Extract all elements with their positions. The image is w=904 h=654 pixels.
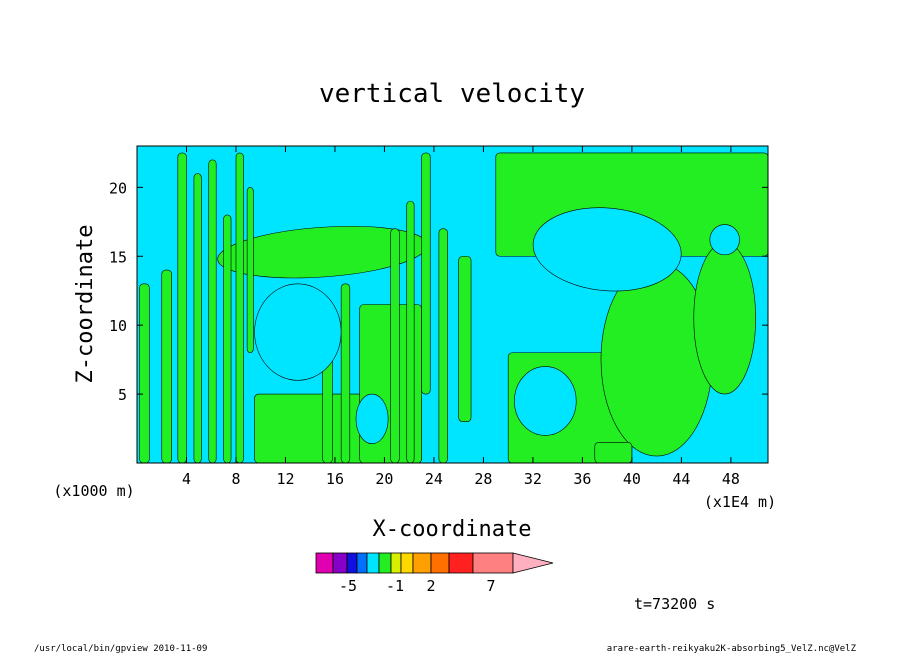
colorbar-segment — [378, 552, 392, 574]
footer-left: /usr/local/bin/gpview 2010-11-09 — [34, 644, 207, 654]
field-downdraft — [514, 366, 577, 436]
x-tick-label: 44 — [672, 470, 690, 488]
field-downdraft — [709, 224, 740, 256]
colorbar-segment — [472, 552, 514, 574]
colorbar-segment — [315, 552, 334, 574]
x-tick-label: 4 — [182, 470, 191, 488]
colorbar-segment — [356, 552, 368, 574]
x-tick-label: 28 — [474, 470, 492, 488]
x-tick-label: 48 — [722, 470, 740, 488]
colorbar-segment — [400, 552, 414, 574]
x-tick-label: 12 — [276, 470, 294, 488]
footer-right: arare-earth-reikyaku2K-absorbing5_VelZ.n… — [607, 644, 857, 654]
field-downdraft — [254, 283, 342, 381]
field-stripe — [340, 283, 351, 464]
y-tick-label: 20 — [109, 179, 127, 197]
colorbar-segment — [346, 552, 358, 574]
y-tick-label: 5 — [118, 386, 127, 404]
colorbar-segment — [430, 552, 450, 574]
field-stripe — [421, 152, 431, 395]
time-label: t=73200 s — [634, 595, 715, 613]
colorbar-segment — [332, 552, 348, 574]
x-axis-label: X-coordinate — [373, 517, 532, 542]
x-tick-label: 36 — [573, 470, 591, 488]
field-stripe — [139, 283, 150, 464]
y-axis-label: Z-coordinate — [73, 225, 98, 384]
z-unit-label: (x1000 m) — [53, 482, 134, 500]
x-tick-label: 8 — [231, 470, 240, 488]
chart-title: vertical velocity — [319, 79, 585, 109]
field-stripe — [406, 200, 415, 464]
field-stripe — [177, 152, 187, 464]
colorbar-segment — [448, 552, 474, 574]
field-stripe — [223, 214, 232, 464]
colorbar-segment — [412, 552, 432, 574]
x-tick-label: 16 — [326, 470, 344, 488]
field-stripe — [390, 228, 400, 464]
field-stripe — [458, 255, 472, 422]
colorbar-segment — [366, 552, 380, 574]
colorbar-tick-label: 2 — [426, 577, 435, 595]
colorbar-segment — [390, 552, 402, 574]
field-stripe — [438, 228, 448, 464]
x-unit-label: (x1E4 m) — [704, 493, 776, 511]
plot-area — [136, 145, 769, 464]
x-tick-label: 32 — [524, 470, 542, 488]
x-tick-label: 40 — [623, 470, 641, 488]
field-patch — [594, 442, 633, 464]
colorbar-tick-label: -1 — [386, 577, 404, 595]
field-downdraft — [355, 393, 389, 445]
field-downdraft — [532, 207, 682, 292]
field-stripe — [235, 152, 244, 464]
field-stripe — [208, 159, 217, 464]
x-tick-label: 24 — [425, 470, 443, 488]
x-tick-label: 20 — [375, 470, 393, 488]
plot-frame — [136, 145, 769, 464]
field-stripe — [193, 173, 202, 464]
field-stripe — [161, 269, 172, 464]
field-stripe — [246, 187, 254, 354]
y-ticks: 5 10 15 20 — [109, 179, 768, 404]
colorbar-tick-label: 7 — [486, 577, 495, 595]
colorbar-labels: -5 -1 2 7 — [339, 577, 496, 595]
colorbar — [315, 552, 554, 574]
field-patch — [693, 242, 756, 395]
y-tick-label: 10 — [109, 317, 127, 335]
colorbar-extend-arrow — [512, 552, 554, 574]
velocity-field — [139, 152, 769, 464]
y-tick-label: 15 — [109, 248, 127, 266]
x-ticks: 4 8 12 16 20 24 28 32 36 40 44 48 — [182, 146, 740, 488]
colorbar-tick-label: -5 — [339, 577, 357, 595]
